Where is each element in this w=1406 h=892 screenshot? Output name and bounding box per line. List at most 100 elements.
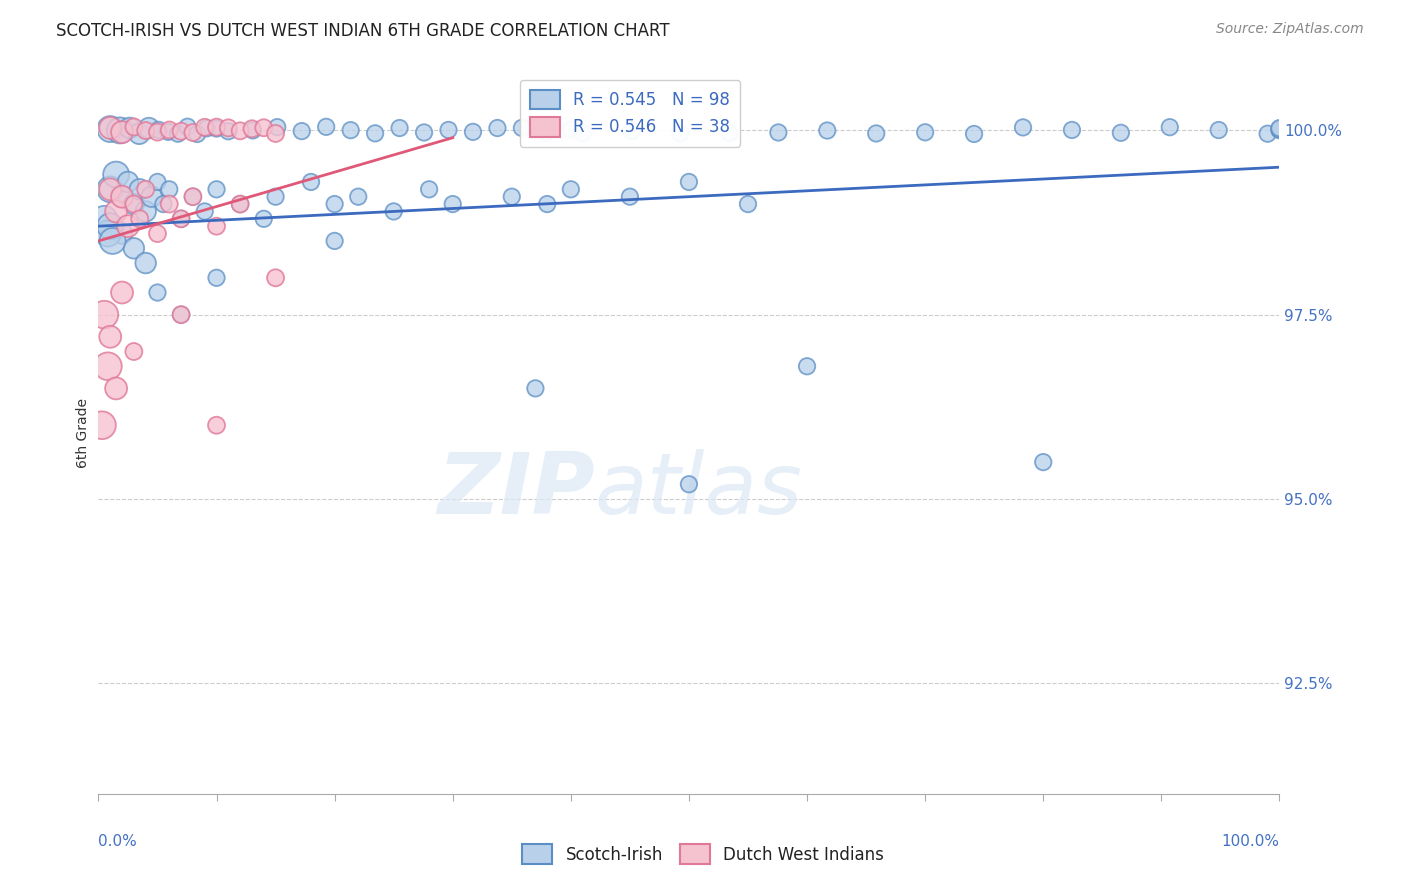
Point bbox=[111, 190, 134, 204]
Point bbox=[98, 120, 121, 135]
Point bbox=[93, 308, 115, 322]
Point bbox=[217, 124, 239, 138]
Point bbox=[229, 197, 252, 211]
Point bbox=[865, 127, 887, 141]
Point bbox=[170, 308, 193, 322]
Point bbox=[118, 120, 141, 135]
Point bbox=[157, 125, 180, 139]
Point bbox=[98, 330, 121, 344]
Point bbox=[437, 123, 460, 137]
Point bbox=[205, 270, 228, 285]
Point bbox=[146, 227, 169, 241]
Point bbox=[347, 190, 370, 204]
Point bbox=[205, 219, 228, 234]
Point bbox=[768, 126, 790, 140]
Point bbox=[186, 127, 208, 141]
Point bbox=[229, 124, 252, 138]
Point bbox=[98, 182, 121, 196]
Point bbox=[501, 190, 523, 204]
Text: SCOTCH-IRISH VS DUTCH WEST INDIAN 6TH GRADE CORRELATION CHART: SCOTCH-IRISH VS DUTCH WEST INDIAN 6TH GR… bbox=[56, 22, 669, 40]
Point bbox=[418, 182, 440, 196]
Point bbox=[128, 127, 150, 141]
Point bbox=[299, 175, 322, 189]
Point bbox=[93, 211, 115, 226]
Point bbox=[560, 182, 582, 196]
Point bbox=[105, 168, 128, 182]
Point bbox=[117, 219, 139, 234]
Point bbox=[217, 120, 239, 135]
Point bbox=[167, 127, 190, 141]
Point bbox=[796, 359, 818, 374]
Point bbox=[620, 124, 643, 138]
Point bbox=[135, 256, 157, 270]
Point bbox=[914, 125, 936, 139]
Point bbox=[560, 122, 582, 136]
Point bbox=[536, 197, 558, 211]
Point bbox=[240, 121, 263, 136]
Point bbox=[105, 204, 128, 219]
Point bbox=[157, 197, 180, 211]
Point bbox=[510, 120, 533, 135]
Point bbox=[461, 125, 484, 139]
Point bbox=[111, 285, 134, 300]
Point bbox=[170, 124, 193, 138]
Point bbox=[678, 175, 700, 189]
Point bbox=[170, 211, 193, 226]
Point bbox=[264, 190, 287, 204]
Point bbox=[111, 125, 134, 139]
Text: atlas: atlas bbox=[595, 449, 803, 532]
Point bbox=[1060, 123, 1083, 137]
Point bbox=[253, 120, 276, 135]
Point bbox=[315, 120, 337, 134]
Point bbox=[170, 211, 193, 226]
Point bbox=[1109, 126, 1132, 140]
Point bbox=[135, 182, 157, 196]
Point bbox=[122, 197, 145, 211]
Point bbox=[1032, 455, 1054, 469]
Point bbox=[117, 175, 139, 189]
Text: Source: ZipAtlas.com: Source: ZipAtlas.com bbox=[1216, 22, 1364, 37]
Point bbox=[205, 418, 228, 433]
Point bbox=[536, 125, 558, 139]
Point bbox=[91, 418, 114, 433]
Point bbox=[1268, 123, 1291, 137]
Point bbox=[242, 123, 264, 137]
Point bbox=[737, 197, 759, 211]
Point bbox=[1208, 123, 1230, 137]
Point bbox=[619, 190, 641, 204]
Point bbox=[388, 121, 411, 136]
Text: 0.0%: 0.0% bbox=[98, 834, 138, 848]
Point bbox=[291, 124, 314, 138]
Point bbox=[122, 120, 145, 134]
Point bbox=[141, 190, 163, 204]
Point bbox=[486, 121, 509, 136]
Point bbox=[1268, 121, 1291, 136]
Point bbox=[1012, 120, 1035, 135]
Text: ZIP: ZIP bbox=[437, 449, 595, 532]
Point bbox=[181, 126, 204, 140]
Point bbox=[98, 219, 121, 234]
Point bbox=[194, 120, 217, 135]
Point bbox=[97, 227, 120, 241]
Point bbox=[181, 190, 204, 204]
Point bbox=[146, 285, 169, 300]
Point bbox=[111, 227, 134, 241]
Point bbox=[264, 127, 287, 141]
Point bbox=[718, 126, 741, 140]
Point bbox=[122, 344, 145, 359]
Point bbox=[98, 182, 121, 196]
Point bbox=[105, 381, 128, 395]
Point bbox=[382, 204, 405, 219]
Point bbox=[194, 204, 217, 219]
Point bbox=[229, 197, 252, 211]
Point bbox=[1159, 120, 1181, 135]
Point bbox=[97, 359, 120, 374]
Point bbox=[413, 126, 436, 140]
Point bbox=[108, 123, 131, 137]
Point bbox=[1268, 122, 1291, 136]
Point bbox=[205, 120, 228, 134]
Point bbox=[128, 211, 150, 226]
Point bbox=[339, 123, 361, 137]
Point bbox=[111, 190, 134, 204]
Point bbox=[264, 270, 287, 285]
